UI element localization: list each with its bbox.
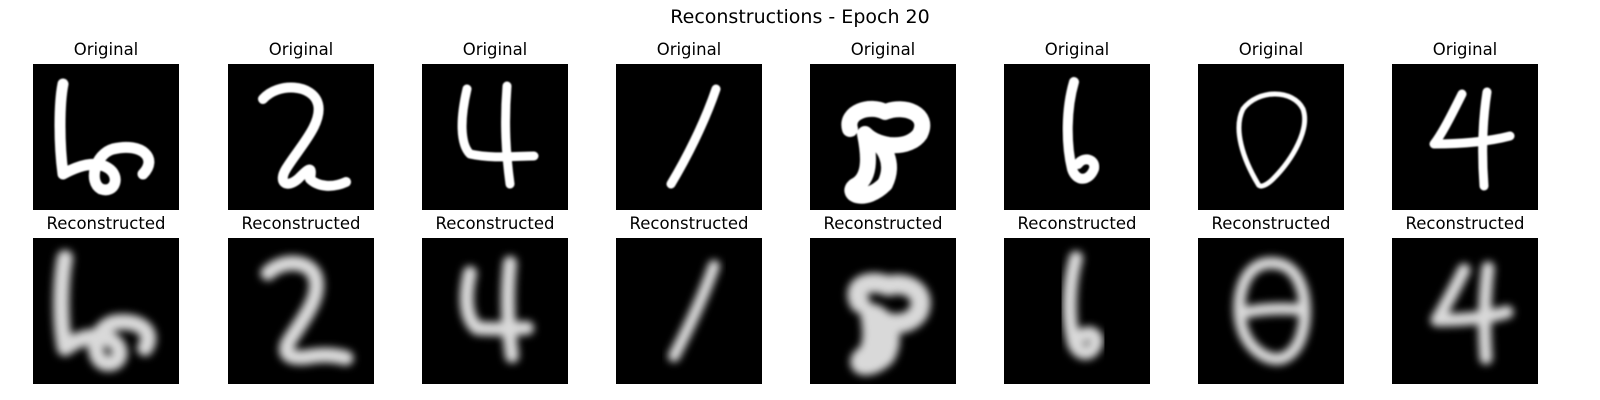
digit-image xyxy=(1392,64,1538,210)
reconstructed-cell: Reconstructed xyxy=(1004,214,1150,384)
reconstructed-cell: Reconstructed xyxy=(422,214,568,384)
digit-image xyxy=(616,64,762,210)
digit-image xyxy=(1004,64,1150,210)
digit-image xyxy=(1004,238,1150,384)
reconstructed-cell: Reconstructed xyxy=(33,214,179,384)
digit-image xyxy=(33,238,179,384)
reconstructed-cell: Reconstructed xyxy=(1198,214,1344,384)
original-label: Original xyxy=(656,40,722,59)
original-cell: Original xyxy=(1004,40,1150,210)
original-cell: Original xyxy=(1198,40,1344,210)
digit-stroke xyxy=(1429,87,1515,191)
digit-image xyxy=(1198,64,1344,210)
reconstructed-cell: Reconstructed xyxy=(810,214,956,384)
reconstructed-label: Reconstructed xyxy=(1405,214,1525,233)
digit-stroke xyxy=(1233,257,1311,365)
original-label: Original xyxy=(462,40,528,59)
figure-title: Reconstructions - Epoch 20 xyxy=(670,6,930,28)
original-cell: Original xyxy=(810,40,956,210)
digit-stroke xyxy=(668,260,720,362)
digit-stroke xyxy=(53,250,157,372)
digit-image xyxy=(422,238,568,384)
reconstructed-label: Reconstructed xyxy=(1017,214,1137,233)
digit-stroke xyxy=(1236,91,1307,189)
digit-stroke xyxy=(457,81,539,189)
original-label: Original xyxy=(1432,40,1498,59)
original-label: Original xyxy=(850,40,916,59)
original-cell: Original xyxy=(1392,40,1538,210)
original-cell: Original xyxy=(33,40,179,210)
reconstructed-cell: Reconstructed xyxy=(616,214,762,384)
reconstructed-label: Reconstructed xyxy=(1211,214,1331,233)
digit-image xyxy=(228,238,374,384)
reconstructed-label: Reconstructed xyxy=(46,214,166,233)
original-cell: Original xyxy=(616,40,762,210)
original-label: Original xyxy=(73,40,139,59)
digit-stroke xyxy=(1062,77,1100,184)
original-cell: Original xyxy=(422,40,568,210)
digit-stroke xyxy=(666,84,721,189)
digit-image xyxy=(33,64,179,210)
reconstructed-label: Reconstructed xyxy=(823,214,943,233)
reconstructed-cell: Reconstructed xyxy=(228,214,374,384)
digit-stroke xyxy=(1062,251,1104,360)
digit-image xyxy=(616,238,762,384)
original-label: Original xyxy=(1044,40,1110,59)
digit-image xyxy=(810,64,956,210)
digit-stroke xyxy=(459,256,534,363)
digit-image xyxy=(228,64,374,210)
original-cell: Original xyxy=(228,40,374,210)
digit-image xyxy=(810,238,956,384)
digit-stroke xyxy=(1430,261,1514,365)
digit-stroke xyxy=(847,272,931,376)
original-label: Original xyxy=(268,40,334,59)
digit-stroke xyxy=(841,100,931,204)
reconstructed-label: Reconstructed xyxy=(435,214,555,233)
reconstructed-label: Reconstructed xyxy=(241,214,361,233)
digit-stroke xyxy=(54,78,155,196)
digit-stroke xyxy=(260,255,354,366)
reconstructed-row: Reconstructed Reconstructed Reconstructed R… xyxy=(0,214,1600,394)
original-label: Original xyxy=(1238,40,1304,59)
digit-stroke xyxy=(258,82,351,191)
digit-image xyxy=(422,64,568,210)
reconstructed-label: Reconstructed xyxy=(629,214,749,233)
reconstructed-cell: Reconstructed xyxy=(1392,214,1538,384)
digit-image xyxy=(1392,238,1538,384)
digit-image xyxy=(1198,238,1344,384)
original-row: Original Original Original Original Original… xyxy=(0,40,1600,220)
